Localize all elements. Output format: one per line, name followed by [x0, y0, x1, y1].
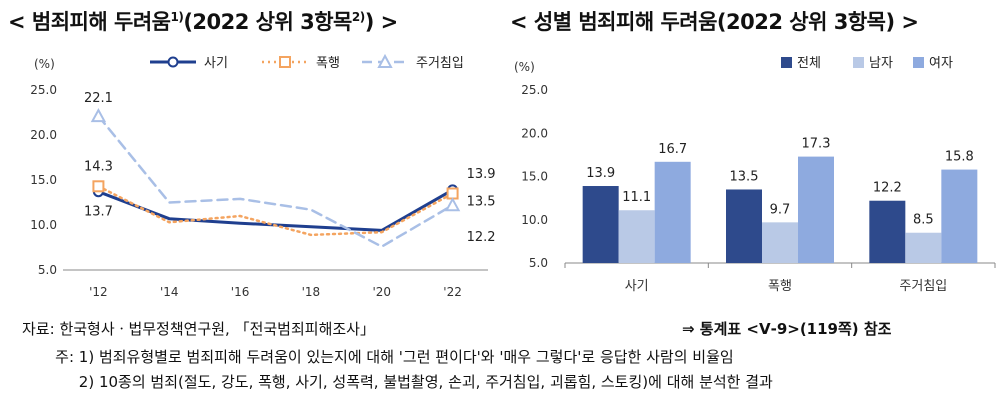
line-marker-주거침입 — [90, 108, 107, 123]
line-marker-주거침입 — [444, 197, 461, 212]
bar-전체 — [869, 200, 906, 263]
line-y-tick-label: 15.0 — [30, 173, 57, 187]
bar-data-label: 16.7 — [658, 142, 687, 157]
line-legend-marker-폭행 — [279, 56, 291, 68]
bar-여자 — [798, 156, 834, 263]
bar-legend-swatch-여자 — [913, 57, 924, 68]
bar-data-label: 11.1 — [622, 190, 651, 205]
bar-category-label: 주거침입 — [899, 279, 947, 294]
line-marker-폭행 — [92, 180, 105, 193]
bar-data-label: 8.5 — [913, 213, 934, 228]
bar-legend-label: 남자 — [869, 56, 893, 71]
line-series-주거침입 — [97, 114, 454, 248]
bar-legend-label: 여자 — [929, 56, 953, 71]
line-legend-label: 사기 — [204, 56, 228, 71]
title-left-suffix: ) > — [364, 10, 399, 34]
line-data-label: 13.5 — [467, 195, 496, 210]
note-2: 2) 10종의 범죄(절도, 강도, 폭행, 사기, 성폭력, 불법촬영, 손괴… — [22, 371, 773, 392]
line-chart-title: < 범죄피해 두려움1)(2022 상위 3항목2)) > — [8, 6, 398, 36]
bar-전체 — [726, 189, 762, 263]
bar-남자 — [905, 232, 942, 263]
bar-여자 — [941, 169, 978, 263]
note-1: 주: 1) 범죄유형별로 범죄피해 두려움이 있는지에 대해 '그런 편이다'와… — [22, 346, 734, 367]
bar-여자 — [654, 161, 691, 263]
line-x-tick-label: '20 — [372, 285, 391, 299]
line-data-label: 14.3 — [84, 159, 113, 174]
source-line: 자료: 한국형사ㆍ법무정책연구원, 「전국범죄피해조사」 — [22, 318, 375, 339]
bar-legend-swatch-남자 — [853, 57, 864, 68]
bar-legend-label: 전체 — [797, 56, 821, 71]
line-y-tick-label: 10.0 — [30, 218, 57, 232]
bar-data-label: 9.7 — [770, 202, 791, 217]
bar-전체 — [582, 186, 619, 263]
line-legend-marker-사기 — [167, 56, 179, 68]
line-y-tick-label: 5.0 — [38, 263, 57, 277]
line-data-label: 22.1 — [84, 91, 113, 106]
line-y-tick-label: 25.0 — [30, 83, 57, 97]
bar-data-label: 13.5 — [730, 169, 759, 184]
line-x-tick-label: '12 — [89, 285, 108, 299]
line-x-tick-label: '14 — [160, 285, 179, 299]
bar-y-axis-unit: (%) — [514, 60, 535, 74]
bar-남자 — [618, 210, 655, 263]
line-data-label: 13.9 — [467, 167, 496, 182]
bar-남자 — [762, 222, 798, 263]
title-left-mid: (2022 상위 3항목 — [183, 10, 352, 34]
note-label: 주: — [55, 348, 74, 366]
bar-y-tick-label: 25.0 — [521, 83, 548, 97]
line-legend-marker-주거침입 — [377, 53, 393, 68]
line-x-tick-label: '18 — [302, 285, 321, 299]
bar-data-label: 15.8 — [945, 150, 974, 165]
line-legend-label: 주거침입 — [416, 56, 464, 71]
bar-y-tick-label: 5.0 — [529, 256, 548, 270]
table-reference: ⇒ 통계표 <Ⅴ-9>(119쪽) 참조 — [682, 320, 892, 338]
title-left-prefix: < 범죄피해 두려움 — [8, 10, 171, 34]
line-marker-폭행 — [446, 187, 459, 200]
line-data-label: 12.2 — [467, 230, 496, 245]
source-label: 자료: — [22, 320, 55, 338]
bar-legend-swatch-전체 — [781, 57, 792, 68]
bar-chart-title: < 성별 범죄피해 두려움(2022 상위 3항목) > — [510, 10, 919, 34]
bar-y-tick-label: 15.0 — [521, 170, 548, 184]
line-series-폭행 — [97, 185, 454, 237]
bar-data-label: 12.2 — [873, 181, 902, 196]
bar-category-label: 사기 — [625, 279, 649, 294]
bar-data-label: 13.9 — [586, 166, 615, 181]
bar-data-label: 17.3 — [802, 137, 831, 152]
line-legend-label: 폭행 — [316, 55, 340, 71]
line-data-label: 13.7 — [84, 205, 113, 220]
note-2-text: 2) 10종의 범죄(절도, 강도, 폭행, 사기, 성폭력, 불법촬영, 손괴… — [78, 373, 773, 391]
note-1-text: 1) 범죄유형별로 범죄피해 두려움이 있는지에 대해 '그런 편이다'와 '매… — [78, 348, 734, 366]
source-text: 한국형사ㆍ법무정책연구원, 「전국범죄피해조사」 — [59, 320, 375, 338]
bar-y-tick-label: 10.0 — [521, 213, 548, 227]
line-x-tick-label: '16 — [231, 285, 250, 299]
bar-category-label: 폭행 — [768, 278, 792, 294]
title-footnote-2: 2) — [351, 10, 365, 24]
title-footnote-1: 1) — [170, 10, 184, 24]
bar-y-tick-label: 20.0 — [521, 126, 548, 140]
line-x-tick-label: '22 — [443, 285, 462, 299]
line-y-tick-label: 20.0 — [30, 128, 57, 142]
line-y-axis-unit: (%) — [34, 57, 55, 71]
